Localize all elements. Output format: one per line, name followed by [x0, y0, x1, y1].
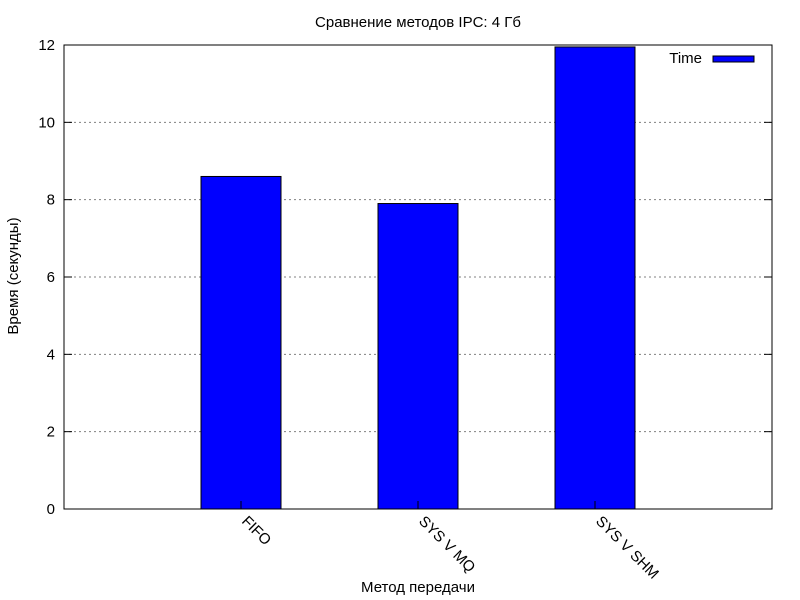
bar: [554, 46, 636, 510]
y-tick-label: 8: [47, 192, 55, 209]
y-tick-label: 10: [38, 114, 55, 131]
axes: [64, 44, 772, 510]
y-tick-label: 6: [47, 269, 55, 286]
bar: [200, 175, 282, 510]
x-axis-label: Метод передачи: [361, 579, 475, 596]
legend: Time: [669, 50, 755, 67]
y-tick-label: 2: [47, 424, 55, 441]
legend-label: Time: [669, 50, 702, 67]
bars: [200, 46, 636, 510]
y-tick-label: 4: [47, 346, 55, 363]
y-tick-label: 0: [47, 501, 55, 518]
grid-lines: [64, 121, 772, 433]
bar: [377, 203, 459, 510]
y-tick-label: 12: [38, 37, 55, 54]
tick-labels: 0 2 4 6 8 10 12: [38, 37, 55, 518]
y-axis-label: Время (секунды): [5, 217, 22, 334]
legend-swatch: [712, 55, 755, 63]
chart-title: Сравнение методов IPC: 4 Гб: [315, 14, 521, 31]
